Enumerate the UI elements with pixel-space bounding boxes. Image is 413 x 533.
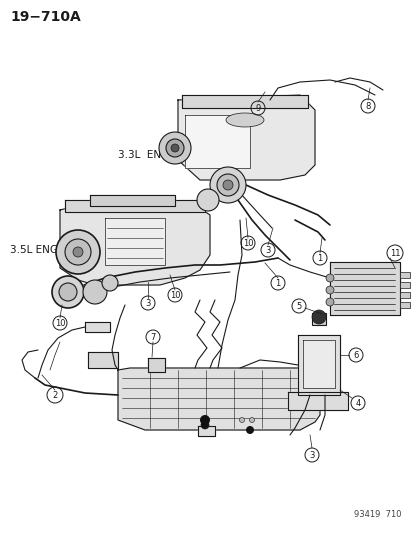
Bar xyxy=(311,313,325,325)
Circle shape xyxy=(325,298,333,306)
Circle shape xyxy=(239,417,244,423)
Polygon shape xyxy=(105,218,165,265)
Polygon shape xyxy=(90,195,175,206)
Polygon shape xyxy=(178,95,314,180)
Polygon shape xyxy=(197,426,214,436)
Polygon shape xyxy=(287,392,347,410)
Text: 9: 9 xyxy=(255,103,260,112)
Circle shape xyxy=(197,189,218,211)
Circle shape xyxy=(56,230,100,274)
Text: 3.5L ENGINE: 3.5L ENGINE xyxy=(10,245,75,255)
Circle shape xyxy=(216,174,238,196)
Circle shape xyxy=(73,247,83,257)
Text: 7: 7 xyxy=(150,333,155,342)
Polygon shape xyxy=(329,262,399,315)
Text: 93419  710: 93419 710 xyxy=(354,510,401,519)
Bar xyxy=(399,292,409,298)
Text: 3.3L  ENGINE: 3.3L ENGINE xyxy=(118,150,186,160)
Circle shape xyxy=(325,274,333,282)
Bar xyxy=(399,272,409,278)
Polygon shape xyxy=(85,322,110,332)
Bar xyxy=(399,302,409,308)
Text: 1: 1 xyxy=(317,254,322,262)
Circle shape xyxy=(102,275,118,291)
Text: 10: 10 xyxy=(169,290,180,300)
Polygon shape xyxy=(182,95,307,108)
Text: 5: 5 xyxy=(296,302,301,311)
Circle shape xyxy=(52,276,84,308)
Circle shape xyxy=(209,167,245,203)
Ellipse shape xyxy=(225,113,263,127)
Circle shape xyxy=(166,139,183,157)
Circle shape xyxy=(311,310,325,324)
Polygon shape xyxy=(297,335,339,395)
Text: 19−710A: 19−710A xyxy=(10,10,81,24)
Circle shape xyxy=(249,417,254,423)
Circle shape xyxy=(245,426,254,434)
Text: 3: 3 xyxy=(145,298,150,308)
Bar xyxy=(399,282,409,288)
Polygon shape xyxy=(302,340,334,388)
Circle shape xyxy=(199,415,209,425)
Text: 3: 3 xyxy=(265,246,270,254)
Circle shape xyxy=(59,283,77,301)
Circle shape xyxy=(325,286,333,294)
Text: 3: 3 xyxy=(309,450,314,459)
Circle shape xyxy=(201,421,209,429)
Text: 10: 10 xyxy=(55,319,65,327)
Polygon shape xyxy=(88,352,118,368)
Text: 6: 6 xyxy=(352,351,358,359)
Text: 8: 8 xyxy=(364,101,370,110)
Circle shape xyxy=(65,239,91,265)
Polygon shape xyxy=(147,358,165,372)
Circle shape xyxy=(223,180,233,190)
Circle shape xyxy=(83,280,107,304)
Polygon shape xyxy=(185,115,249,168)
Polygon shape xyxy=(60,205,209,285)
Text: 2: 2 xyxy=(52,391,57,400)
Text: 1: 1 xyxy=(275,279,280,287)
Circle shape xyxy=(159,132,190,164)
Text: 10: 10 xyxy=(242,238,253,247)
Polygon shape xyxy=(118,368,319,430)
Polygon shape xyxy=(65,200,204,212)
Text: 11: 11 xyxy=(389,248,399,257)
Circle shape xyxy=(171,144,178,152)
Text: 4: 4 xyxy=(354,399,360,408)
